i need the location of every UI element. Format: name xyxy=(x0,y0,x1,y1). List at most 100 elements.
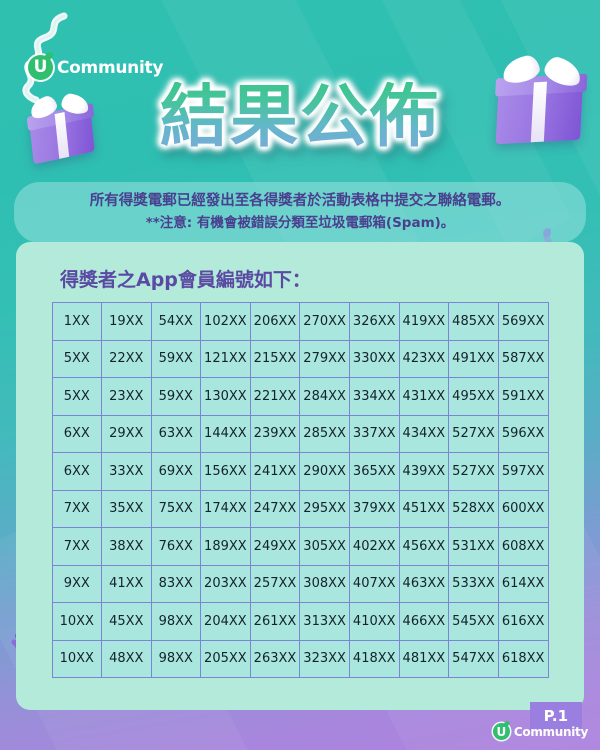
winner-id-cell: 5XX xyxy=(51,377,103,416)
table-row: 7XX 35XX 75XX 174XX 247XX 295XX 379XX 451XX 528X… xyxy=(51,489,549,528)
winner-id-cell: 22XX xyxy=(101,339,152,378)
winner-id-cell: 83XX xyxy=(150,564,202,603)
winner-id-cell: 485XX xyxy=(448,302,499,341)
winner-id-cell: 144XX xyxy=(200,414,251,453)
winner-id-cell: 263XX xyxy=(249,639,301,678)
table-row: 10XX 48XX 98XX 205XX 263XX 323XX 418XX 481XX 547… xyxy=(51,639,549,678)
table-row: 1XX 19XX 54XX 102XX 206XX 270XX 326XX 419XX 485X… xyxy=(51,302,549,341)
winner-id-cell: 59XX xyxy=(150,339,202,378)
winner-id-cell: 434XX xyxy=(398,414,450,453)
winner-id-cell: 305XX xyxy=(299,527,350,566)
winner-id-cell: 241XX xyxy=(249,452,301,491)
winner-id-cell: 10XX xyxy=(51,602,103,641)
winner-id-cell: 323XX xyxy=(299,639,350,678)
page-number-badge: P.1 xyxy=(529,702,582,731)
winner-id-cell: 495XX xyxy=(448,377,499,416)
winner-id-cell: 63XX xyxy=(150,414,202,453)
winner-id-cell: 48XX xyxy=(101,639,152,678)
winner-id-cell: 189XX xyxy=(200,527,251,566)
table-row: 9XX 41XX 83XX 203XX 257XX 308XX 407XX 463XX 533X… xyxy=(51,564,549,603)
winner-id-cell: 98XX xyxy=(150,602,202,641)
u-community-logo-footer: U Community xyxy=(492,720,588,740)
logo-wordmark: Community xyxy=(513,724,588,739)
winner-id-cell: 337XX xyxy=(348,414,400,453)
winner-id-cell: 418XX xyxy=(348,639,400,678)
winner-id-cell: 6XX xyxy=(51,414,103,453)
winner-id-cell: 365XX xyxy=(348,452,400,491)
winner-id-cell: 45XX xyxy=(101,602,152,641)
table-row: 5XX 23XX 59XX 130XX 221XX 284XX 334XX 431XX 495X… xyxy=(51,377,549,416)
winner-id-cell: 270XX xyxy=(299,302,350,341)
winner-id-cell: 330XX xyxy=(348,339,400,378)
winner-id-cell: 174XX xyxy=(200,489,251,528)
winner-id-cell: 247XX xyxy=(249,489,301,528)
winner-id-cell: 33XX xyxy=(101,452,152,491)
winner-id-cell: 439XX xyxy=(398,452,450,491)
winner-id-cell: 9XX xyxy=(51,564,103,603)
winner-id-cell: 261XX xyxy=(249,602,301,641)
winner-id-cell: 410XX xyxy=(348,602,400,641)
winner-id-cell: 23XX xyxy=(101,377,152,416)
winner-id-cell: 527XX xyxy=(448,414,499,453)
winner-id-cell: 326XX xyxy=(348,302,400,341)
winner-id-cell: 597XX xyxy=(497,452,549,491)
winner-id-cell: 257XX xyxy=(249,564,301,603)
winner-id-cell: 54XX xyxy=(150,302,202,341)
winners-table: 1XX 19XX 54XX 102XX 206XX 270XX 326XX 419XX 485X… xyxy=(51,302,549,678)
winner-id-cell: 456XX xyxy=(398,527,450,566)
winner-id-cell: 1XX xyxy=(51,302,103,341)
winner-id-cell: 221XX xyxy=(249,377,301,416)
winner-id-cell: 204XX xyxy=(200,602,251,641)
winner-id-cell: 402XX xyxy=(348,527,400,566)
winner-id-cell: 130XX xyxy=(200,377,251,416)
winner-id-cell: 491XX xyxy=(448,339,499,378)
winner-id-cell: 600XX xyxy=(497,489,549,528)
winner-id-cell: 528XX xyxy=(448,489,499,528)
title-container: 結果公佈 xyxy=(0,78,600,157)
winner-id-cell: 285XX xyxy=(299,414,350,453)
winners-list-heading: 得獎者之App會員編號如下： xyxy=(60,269,311,291)
winner-id-cell: 614XX xyxy=(497,564,549,603)
winners-card: 得獎者之App會員編號如下： 1XX 19XX 54XX 102XX 206XX 270X… xyxy=(16,242,584,710)
winner-id-cell: 423XX xyxy=(398,339,450,378)
winner-id-cell: 41XX xyxy=(101,564,152,603)
winner-id-cell: 419XX xyxy=(398,302,450,341)
winner-id-cell: 203XX xyxy=(200,564,251,603)
winner-id-cell: 279XX xyxy=(299,339,350,378)
winner-id-cell: 121XX xyxy=(200,339,251,378)
winner-id-cell: 531XX xyxy=(448,527,499,566)
winner-id-cell: 431XX xyxy=(398,377,450,416)
u-community-logo: U Community xyxy=(28,51,164,80)
page-title: 結果公佈 xyxy=(159,78,440,157)
winner-id-cell: 156XX xyxy=(200,452,251,491)
winner-id-cell: 290XX xyxy=(299,452,350,491)
winner-id-cell: 239XX xyxy=(249,414,301,453)
winner-id-cell: 547XX xyxy=(448,639,499,678)
winner-id-cell: 596XX xyxy=(497,414,549,453)
winner-id-cell: 69XX xyxy=(150,452,202,491)
winner-id-cell: 215XX xyxy=(249,339,301,378)
winner-id-cell: 5XX xyxy=(51,339,103,378)
winner-id-cell: 75XX xyxy=(150,489,202,528)
winner-id-cell: 466XX xyxy=(398,602,450,641)
winner-id-cell: 38XX xyxy=(101,527,152,566)
winner-id-cell: 102XX xyxy=(200,302,251,341)
winner-id-cell: 7XX xyxy=(51,527,103,566)
winner-id-cell: 284XX xyxy=(299,377,350,416)
u-badge-icon: U xyxy=(492,720,510,740)
leaf-icon xyxy=(502,720,510,728)
winner-id-cell: 527XX xyxy=(448,452,499,491)
winner-id-cell: 334XX xyxy=(348,377,400,416)
table-row: 6XX 29XX 63XX 144XX 239XX 285XX 337XX 434XX 527X… xyxy=(51,414,549,453)
winner-id-cell: 569XX xyxy=(497,302,549,341)
winner-id-cell: 591XX xyxy=(497,377,549,416)
winner-id-cell: 313XX xyxy=(299,602,350,641)
winner-id-cell: 6XX xyxy=(51,452,103,491)
winner-id-cell: 29XX xyxy=(101,414,152,453)
winner-id-cell: 10XX xyxy=(51,639,103,678)
logo-wordmark: Community xyxy=(57,57,164,78)
winner-id-cell: 249XX xyxy=(249,527,301,566)
winner-id-cell: 308XX xyxy=(299,564,350,603)
winner-id-cell: 205XX xyxy=(200,639,251,678)
winner-id-cell: 379XX xyxy=(348,489,400,528)
